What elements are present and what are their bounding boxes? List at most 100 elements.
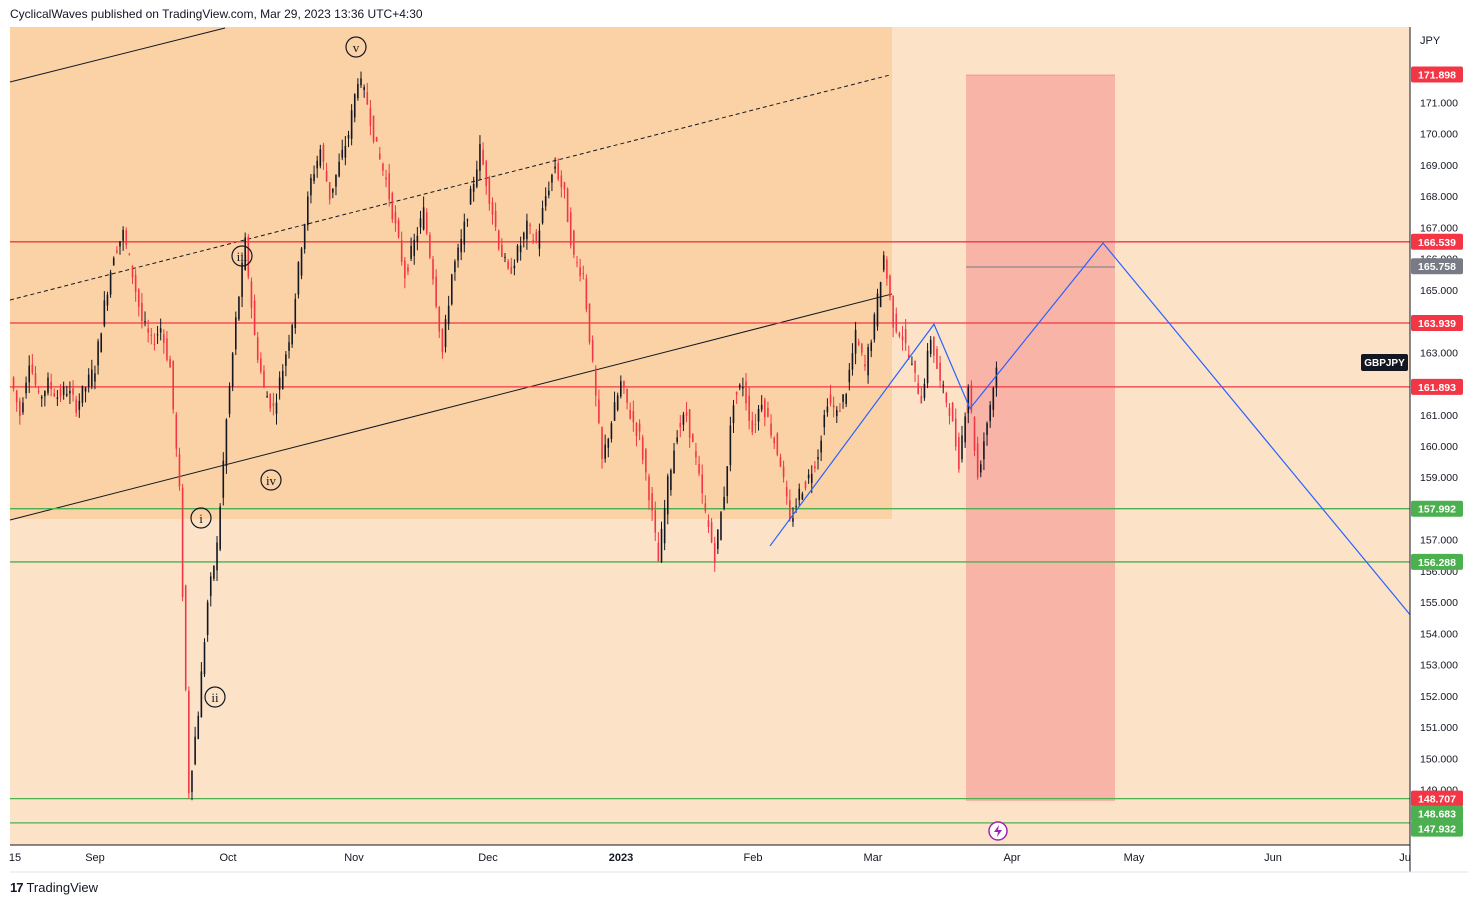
candle-body <box>72 388 74 395</box>
candle-body <box>344 145 347 158</box>
time-tick-label: Apr <box>1003 852 1020 864</box>
candle-body <box>303 224 306 250</box>
candle-body <box>582 273 585 275</box>
candle-body <box>285 354 287 366</box>
candle-body <box>958 437 960 470</box>
price-tick-label: 159.000 <box>1420 472 1458 484</box>
candle-body <box>832 405 835 408</box>
svg-text:157.992: 157.992 <box>1418 504 1456 516</box>
candle-body <box>713 543 716 563</box>
wave-label-ii: ii <box>204 686 226 708</box>
candle-body <box>112 258 115 266</box>
candle-body <box>472 184 475 192</box>
candle-body <box>413 239 416 256</box>
candle-body <box>663 508 666 544</box>
candle-body <box>385 177 387 180</box>
currency-label: JPY <box>1420 35 1441 47</box>
candle-body <box>767 408 769 417</box>
candle-body <box>366 92 369 105</box>
time-axis[interactable]: 15 Sep Oct Nov Dec 2023 Feb Mar Apr May Jun Ju <box>9 852 1411 864</box>
candle-body <box>882 255 885 270</box>
candle-body <box>814 466 816 469</box>
candle-body <box>69 390 71 394</box>
candle-body <box>256 337 259 360</box>
candle-body <box>723 496 725 509</box>
price-tick-label: 163.000 <box>1420 347 1458 359</box>
candle-body <box>275 402 278 414</box>
candle-body <box>954 418 957 447</box>
candle-body <box>557 163 560 180</box>
candle-body <box>591 340 594 361</box>
candle-body <box>219 506 221 550</box>
candle-body <box>992 388 995 410</box>
candle-body <box>704 503 707 511</box>
candle-body <box>213 566 215 579</box>
time-tick-label: Oct <box>219 852 236 864</box>
candle-body <box>397 220 400 237</box>
candle-body <box>150 334 153 336</box>
candle-body <box>62 386 65 395</box>
price-axis[interactable]: JPY <box>1409 27 1468 872</box>
candle-body <box>573 230 575 255</box>
candle-body <box>488 177 491 204</box>
candle-body <box>964 416 966 443</box>
candle-body <box>594 368 597 396</box>
candle-body <box>501 244 503 258</box>
projection-line <box>769 242 1411 616</box>
symbol-badge[interactable]: GBPJPY <box>1361 354 1408 371</box>
candle-body <box>926 350 929 384</box>
candle-body <box>404 260 406 279</box>
candle-body <box>785 487 788 497</box>
candle-body <box>835 410 838 417</box>
candle-body <box>382 163 384 171</box>
price-axis-ticks: 149.000150.000151.000152.000153.000154.0… <box>1420 98 1458 797</box>
candle-body <box>103 300 106 326</box>
time-tick-label: Jun <box>1264 852 1282 864</box>
candle-body <box>341 149 344 158</box>
candle-body <box>106 294 109 306</box>
price-badge-green: 156.288 <box>1411 553 1463 570</box>
candle-body <box>745 381 747 404</box>
candle-body <box>945 393 948 403</box>
candle-body <box>491 202 494 215</box>
candle-body <box>378 153 381 159</box>
tradingview-logo-icon[interactable]: 17 <box>10 880 24 895</box>
candle-body <box>137 289 140 307</box>
candle-body <box>134 275 137 292</box>
channel-lower-line <box>9 293 893 521</box>
candle-body <box>191 770 193 793</box>
candle-body <box>673 450 675 474</box>
candle-body <box>225 419 228 467</box>
candle-body <box>109 272 112 295</box>
candle-body <box>87 374 90 388</box>
candle-body <box>97 341 99 366</box>
candle-body <box>635 423 638 437</box>
candle-body <box>100 333 103 353</box>
time-tick-label: 15 <box>9 852 21 864</box>
candle-body <box>53 393 56 397</box>
svg-text:171.898: 171.898 <box>1418 69 1456 81</box>
target-zone-box <box>966 75 1115 801</box>
svg-text:148.707: 148.707 <box>1418 794 1456 806</box>
candle-body <box>807 474 810 479</box>
time-tick-label: Dec <box>478 852 498 864</box>
candle-body <box>638 423 641 432</box>
candle-body <box>272 403 275 406</box>
publish-info: CyclicalWaves published on TradingView.c… <box>10 7 423 21</box>
candle-body <box>516 245 519 261</box>
candle-body <box>544 196 547 207</box>
candle-body <box>510 266 513 274</box>
candle-body <box>407 267 409 272</box>
candle-body <box>613 402 616 421</box>
candle-body <box>698 463 700 474</box>
candle-body <box>410 245 412 259</box>
candle-body <box>15 390 18 403</box>
event-lightning-icon[interactable] <box>988 821 1008 841</box>
symbol-badge-text: GBPJPY <box>1364 358 1405 369</box>
price-tick-label: 154.000 <box>1420 628 1458 640</box>
candle-body <box>576 261 578 263</box>
wave-label-ii-text: ii <box>211 690 219 705</box>
candle-body <box>529 224 531 226</box>
candle-body <box>898 333 901 337</box>
